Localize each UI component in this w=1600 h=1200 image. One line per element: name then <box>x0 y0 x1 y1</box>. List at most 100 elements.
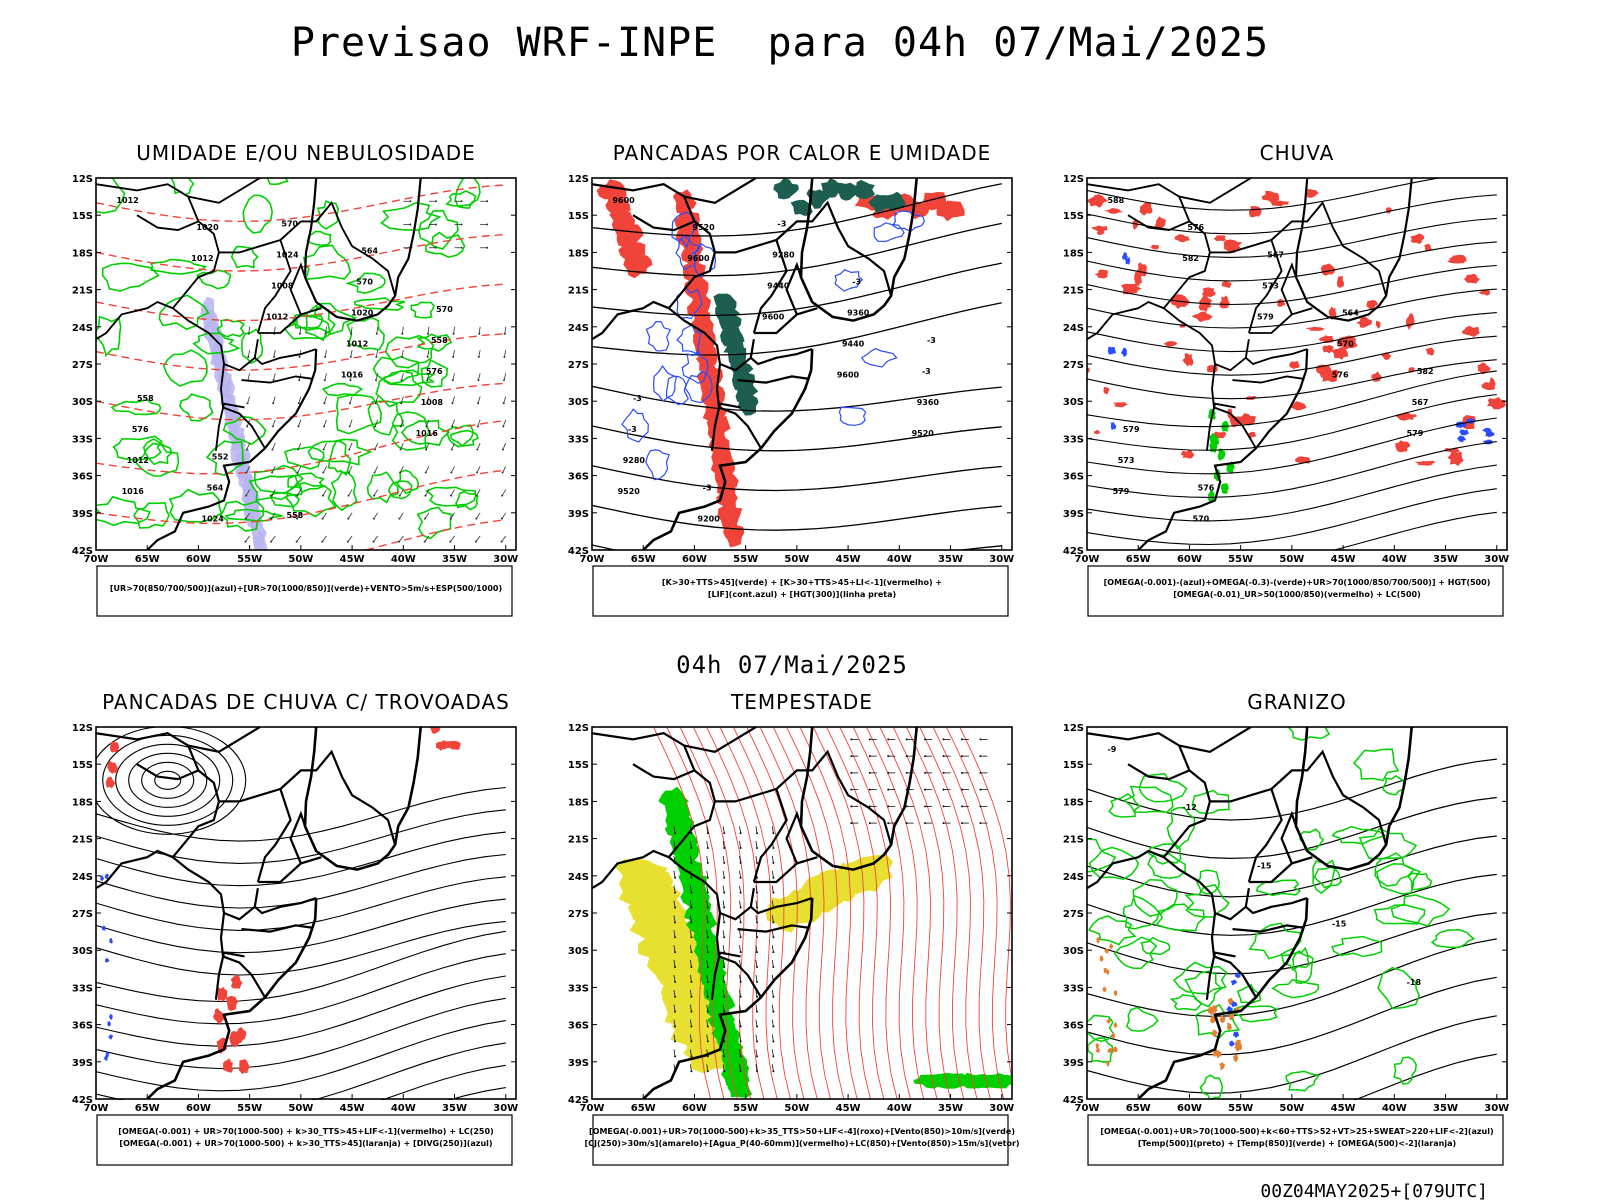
caption-line: [LIF](cont.azul) + [HGT(300)](linha pret… <box>708 590 896 599</box>
border-line <box>96 849 174 890</box>
contour-label: 576 <box>426 367 443 376</box>
hgt500-streamline <box>1087 441 1497 498</box>
unstable-red-area <box>706 413 731 441</box>
lif-blue-contour <box>676 286 703 320</box>
storm-red-area <box>107 761 117 774</box>
lon-tick-label: 65W <box>135 554 160 565</box>
rain-red-area <box>1356 316 1373 328</box>
contour-label: 9600 <box>687 254 710 263</box>
lat-tick-label: 30S <box>72 397 93 408</box>
panel-title: TEMPESTADE <box>730 690 873 714</box>
lat-tick-label: 27S <box>72 360 93 371</box>
lc850-red-streamline <box>679 727 738 1100</box>
panel-1: UMIDADE E/OU NEBULOSIDADE101210121012101… <box>72 141 518 617</box>
omega500-orange <box>1095 1042 1100 1049</box>
storm-red-area <box>217 986 228 1002</box>
contour-label: 582 <box>1182 254 1199 263</box>
lat-tick-label: 42S <box>568 1095 589 1106</box>
rain-blue-area <box>1482 427 1492 433</box>
border-line <box>750 348 813 366</box>
lc250-streamline <box>96 831 506 887</box>
lat-tick-label: 12S <box>72 723 93 734</box>
contour-label: 573 <box>1262 281 1279 290</box>
contour-label: 9520 <box>618 487 641 496</box>
border-line <box>1248 856 1313 884</box>
lon-tick-label: 45W <box>836 554 861 565</box>
coastline <box>1294 178 1413 322</box>
border-line <box>592 849 670 890</box>
border-line <box>1179 178 1252 204</box>
lat-tick-label: 18S <box>568 248 589 259</box>
hgt300-contour <box>592 465 1002 492</box>
lat-tick-label: 15S <box>72 760 93 771</box>
border-line <box>683 178 757 204</box>
rain-blue-area <box>1110 422 1117 430</box>
lif-blue-contour <box>681 350 709 384</box>
jet-yellow-area <box>849 855 894 889</box>
humidity-green-contour <box>335 394 383 435</box>
temp850-green-contour <box>1166 806 1196 850</box>
omega500-orange <box>1096 937 1100 944</box>
thickness-red-dashed <box>96 419 506 475</box>
rain-red-area <box>1150 244 1160 250</box>
lat-tick-label: 21S <box>1063 835 1084 846</box>
contour-label: 576 <box>1198 483 1215 492</box>
humidity-green-contour <box>396 469 420 495</box>
rain-green-area <box>1220 483 1229 494</box>
temp500-contour <box>1353 1053 1497 1100</box>
rain-red-area <box>1478 289 1490 296</box>
unstable-red-area <box>605 193 631 214</box>
rain-red-area <box>1087 194 1109 208</box>
unstable-red-area <box>936 200 965 222</box>
wind-vectors-north <box>403 178 489 249</box>
lat-tick-label: 30S <box>72 946 93 957</box>
temp850-green-contour <box>1377 966 1421 1010</box>
divg-blue-dots <box>109 1013 113 1020</box>
humidity-green-contour <box>327 439 352 476</box>
hgt500-streamline <box>1087 464 1497 522</box>
hgt500-streamline <box>1087 194 1497 235</box>
contour-labels: 9600 9600 9600 9600 9520 9520 9520 9440 9440 9360… <box>612 196 939 524</box>
contour-label: 570 <box>436 305 453 314</box>
lat-tick-label: 24S <box>568 872 589 883</box>
lat-tick-label: 33S <box>72 983 93 994</box>
lat-tick-label: 42S <box>568 546 589 557</box>
lat-tick-label: 36S <box>1063 472 1084 483</box>
lat-tick-label: 21S <box>72 286 93 297</box>
lat-tick-label: 15S <box>1063 760 1084 771</box>
border-line <box>632 214 695 232</box>
contour-label: 579 <box>1407 429 1424 438</box>
rain-blue-area <box>1125 257 1131 265</box>
border-line <box>1205 951 1236 1000</box>
rain-red-area <box>1182 353 1194 367</box>
rain-red-area <box>1180 450 1195 459</box>
rain-red-area <box>1174 234 1191 243</box>
contour-label: 1024 <box>276 250 299 259</box>
lon-tick-label: 50W <box>784 554 809 565</box>
hgt500-streamline <box>1087 335 1497 376</box>
lc250-streamline <box>96 1042 506 1100</box>
lc850-red-streamline <box>799 727 858 1100</box>
lc250-streamline <box>96 920 506 976</box>
contour-label: 1012 <box>127 456 149 465</box>
contour-label: 564 <box>207 483 224 492</box>
contour-label: -3 <box>628 425 637 434</box>
border-line <box>254 897 317 915</box>
temp850-green-contour <box>1331 825 1387 845</box>
border-line <box>279 749 397 846</box>
rain-red-area <box>1477 362 1491 375</box>
humidity-green-contour <box>168 488 223 523</box>
hail-blue-area <box>1226 1006 1233 1012</box>
divg-blue-dots <box>105 957 110 963</box>
contour-label: 579 <box>1123 425 1140 434</box>
divg-blue-dots <box>109 937 113 944</box>
temp850-green-contour <box>1192 789 1230 815</box>
lat-tick-label: 18S <box>1063 248 1084 259</box>
lc250-streamline <box>96 876 506 931</box>
lat-tick-label: 18S <box>72 797 93 808</box>
contour-label: 588 <box>1107 196 1124 205</box>
lc250-streamline <box>96 727 247 835</box>
border-line <box>1127 214 1190 232</box>
contour-label: 570 <box>356 278 373 287</box>
